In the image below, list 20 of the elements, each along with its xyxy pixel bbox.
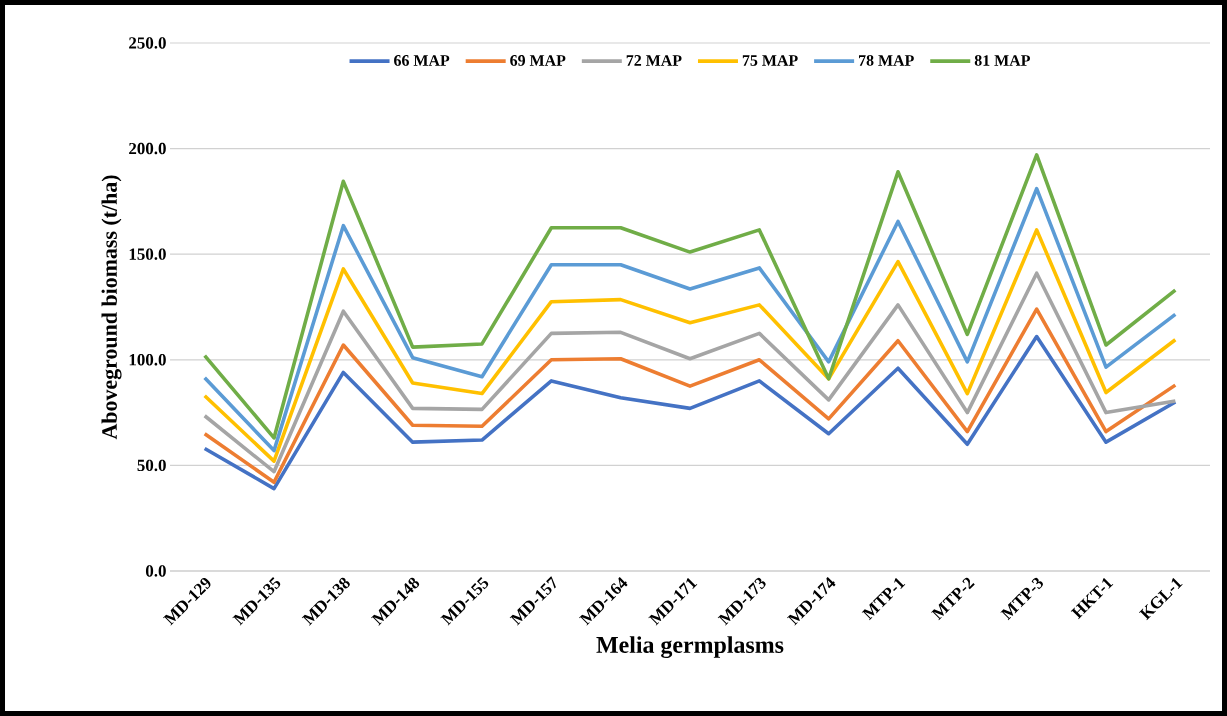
- legend-label: 69 MAP: [510, 55, 566, 66]
- legend-label: 78 MAP: [859, 55, 914, 66]
- line-series: [202, 307, 1178, 485]
- y-tick-label: 0.0: [145, 565, 166, 577]
- y-tick-label: 200.0: [129, 142, 166, 155]
- y-tick-label: 150.0: [129, 248, 166, 260]
- line-series: [202, 153, 1178, 440]
- y-tick-label: 50.0: [137, 459, 166, 472]
- legend-label: 75 MAP: [742, 55, 798, 66]
- x-axis-title: Melia germplasms: [596, 636, 784, 659]
- line-series: [202, 334, 1178, 491]
- legend-label: 66 MAP: [394, 55, 450, 66]
- y-tick-label: 100.0: [129, 354, 166, 366]
- legend-label: 81 MAP: [974, 55, 1030, 66]
- y-tick-label: 250.0: [129, 37, 166, 49]
- legend-label: 72 MAP: [626, 55, 682, 66]
- y-axis-title: Aboveground biomass (t/ha): [101, 175, 122, 440]
- line-series: [202, 186, 1178, 453]
- line-series: [202, 228, 1178, 463]
- line-series: [202, 271, 1178, 474]
